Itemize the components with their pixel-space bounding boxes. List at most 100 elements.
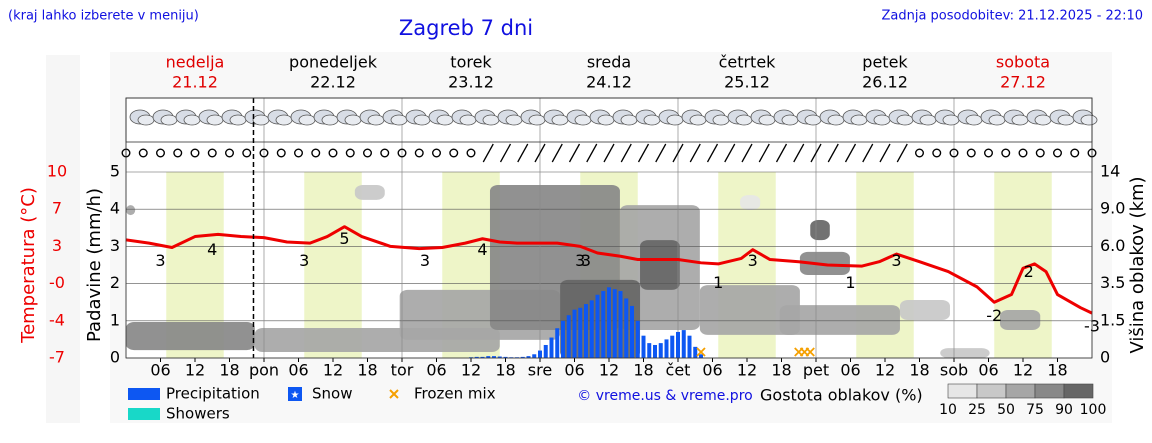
wind-calm	[207, 148, 217, 158]
wind-barb	[637, 143, 650, 163]
wind-calm	[397, 148, 407, 158]
wind-calm	[363, 148, 373, 158]
icon-cloud	[620, 114, 638, 126]
day-date: 27.12	[1000, 73, 1046, 92]
x-tick-label: sob	[940, 361, 968, 380]
icon-cloud	[459, 114, 477, 126]
weather-icon	[980, 109, 1006, 126]
precip-bar	[681, 330, 686, 358]
cloud-cell	[640, 240, 680, 290]
precip-bar	[584, 304, 588, 358]
legend-label: Precipitation	[166, 385, 260, 403]
icon-cloud	[1080, 114, 1098, 126]
wind-barb	[758, 143, 770, 163]
wind-barb	[827, 143, 839, 163]
weather-icon	[543, 109, 569, 126]
temperature-label: -2	[986, 306, 1002, 325]
precip-bar	[474, 356, 479, 358]
plot-layer: 012345-7-4-0371001.53.56.09.014nedelja21…	[47, 53, 1126, 423]
wind-barb	[603, 143, 615, 163]
scale-label: 25	[968, 402, 986, 418]
x-tick-label: čet	[666, 361, 691, 380]
y3-tick-label: 3.5	[1100, 273, 1125, 292]
y-tick-label: 2	[110, 273, 120, 292]
wind-calm	[138, 148, 148, 158]
temperature-label: 3	[575, 251, 585, 270]
weather-icon	[957, 109, 983, 126]
icon-cloud	[919, 114, 937, 126]
icon-cloud	[689, 114, 707, 126]
y3-tick-label: 14	[1100, 162, 1120, 181]
wind-calm	[1070, 148, 1080, 158]
cloud-cell	[1000, 310, 1041, 330]
precip-bar	[676, 331, 680, 358]
weather-icon	[750, 109, 776, 126]
weather-icon	[842, 109, 868, 126]
wind-barb	[586, 143, 598, 163]
precip-bar	[549, 337, 554, 358]
precip-bar	[647, 343, 652, 358]
weather-icon	[934, 109, 960, 126]
y3-tick-label: 1.5	[1100, 310, 1125, 329]
wind-calm	[311, 148, 321, 158]
wind-calm	[1035, 148, 1045, 158]
frozen-mix-mark	[805, 347, 815, 357]
icon-cloud	[712, 114, 730, 126]
wind-calm	[224, 148, 234, 158]
weather-icon	[267, 109, 293, 126]
weather-icon	[428, 109, 454, 126]
day-date: 26.12	[862, 73, 908, 92]
x-tick-label: 12	[185, 361, 205, 380]
plot-border	[125, 97, 1093, 359]
icon-cloud	[344, 114, 362, 126]
wind-barb	[810, 143, 822, 163]
wind-barb	[896, 143, 908, 163]
weather-icon	[451, 109, 477, 126]
temperature-label: 3	[420, 251, 430, 270]
y-tick-label: 3	[110, 236, 120, 255]
icon-cloud	[804, 114, 822, 126]
cloud-cell	[810, 219, 830, 241]
wind-barb	[844, 143, 857, 163]
icon-cloud	[137, 114, 155, 126]
x-tick-label: 06	[702, 361, 722, 380]
day-name: torek	[450, 53, 492, 72]
x-tick-label: 06	[150, 361, 170, 380]
y2-tick-label: -7	[49, 348, 65, 367]
wind-barb	[879, 143, 891, 163]
icon-cloud	[206, 114, 224, 126]
icon-cloud	[781, 114, 799, 126]
cloud-cell	[126, 205, 136, 216]
x-tick-label: 18	[219, 361, 239, 380]
legend-swatch	[288, 387, 302, 401]
wind-calm	[449, 148, 459, 158]
precip-bar	[653, 344, 657, 358]
weather-icon	[681, 109, 707, 126]
icon-cloud	[321, 114, 339, 126]
title: Zagreb 7 dni	[399, 16, 533, 40]
x-tick-label: 12	[875, 361, 895, 380]
precip-bar	[601, 291, 606, 358]
precip-bar	[641, 335, 646, 358]
wind-calm	[1018, 148, 1028, 158]
icon-cloud	[367, 114, 385, 126]
legend-label: Showers	[166, 405, 230, 423]
icon-cloud	[942, 114, 960, 126]
y-tick-label: 0	[110, 348, 120, 367]
icon-cloud	[574, 114, 592, 126]
icon-cloud	[482, 114, 500, 126]
x-tick-label: 06	[840, 361, 860, 380]
scale-label: 10	[939, 402, 957, 418]
x-tick-label: 12	[737, 361, 757, 380]
cloud-cell	[899, 299, 950, 321]
temperature-label: 2	[1024, 262, 1034, 281]
wind-barb	[499, 143, 512, 163]
temperature-label: 4	[207, 240, 217, 259]
precip-bar	[635, 320, 640, 358]
x-tick-label: 18	[771, 361, 791, 380]
icon-cloud	[1034, 114, 1052, 126]
wind-barb	[793, 143, 805, 163]
weather-icon	[773, 109, 799, 126]
x-tick-label: pon	[249, 361, 279, 380]
y2-tick-label: -4	[49, 310, 65, 329]
